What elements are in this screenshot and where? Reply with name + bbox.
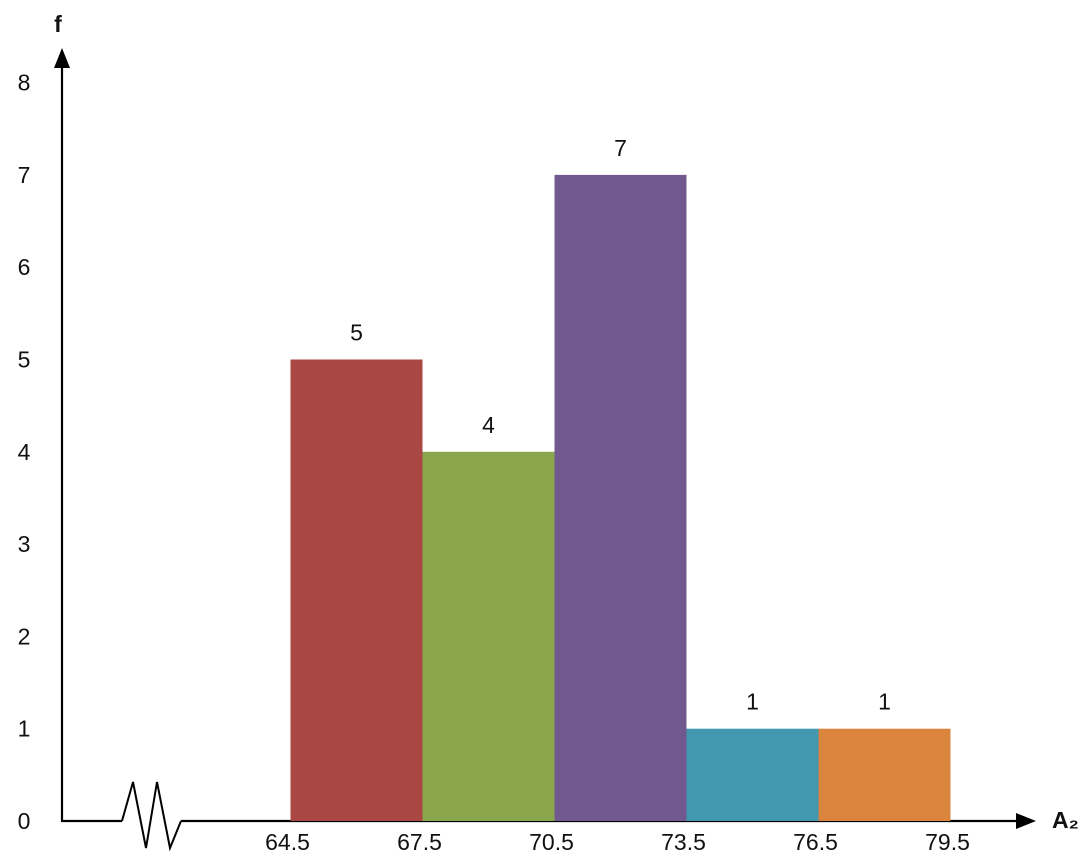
y-axis-title: f <box>54 11 62 37</box>
y-axis-arrow <box>54 48 70 68</box>
y-tick-label: 4 <box>18 439 31 465</box>
bar-value-label: 1 <box>746 689 759 715</box>
y-tick-label: 3 <box>18 531 31 557</box>
bars <box>290 174 951 821</box>
x-tick-label: 70.5 <box>529 829 574 854</box>
x-tick-label: 73.5 <box>661 829 706 854</box>
y-tick-label: 0 <box>18 808 31 834</box>
y-tick-label: 2 <box>18 623 31 649</box>
y-tick-label: 8 <box>18 70 31 96</box>
bar <box>818 728 951 821</box>
y-tick-label: 6 <box>18 254 31 280</box>
bar <box>686 728 819 821</box>
bar-value-label: 1 <box>878 689 891 715</box>
x-tick-labels: 64.5 67.5 70.5 73.5 76.5 79.5 <box>265 829 970 854</box>
x-axis-title: A₂ <box>1052 807 1079 833</box>
x-tick-label: 67.5 <box>397 829 442 854</box>
bar <box>422 451 555 821</box>
y-tick-label: 7 <box>18 162 31 188</box>
bar-value-label: 5 <box>350 320 363 346</box>
y-tick-label: 1 <box>18 716 31 742</box>
x-tick-label: 79.5 <box>925 829 970 854</box>
x-tick-label: 64.5 <box>265 829 310 854</box>
axis-break-zigzag <box>121 781 182 852</box>
x-tick-label: 76.5 <box>793 829 838 854</box>
y-tick-labels: 0 1 2 3 4 5 6 7 8 <box>18 70 31 834</box>
y-tick-label: 5 <box>18 347 31 373</box>
bar <box>290 359 423 821</box>
data-labels: 5 4 7 1 1 <box>350 135 891 715</box>
bar <box>554 174 687 821</box>
x-axis-arrow <box>1016 813 1036 829</box>
bar-value-label: 4 <box>482 412 495 438</box>
bar-value-label: 7 <box>614 135 627 161</box>
